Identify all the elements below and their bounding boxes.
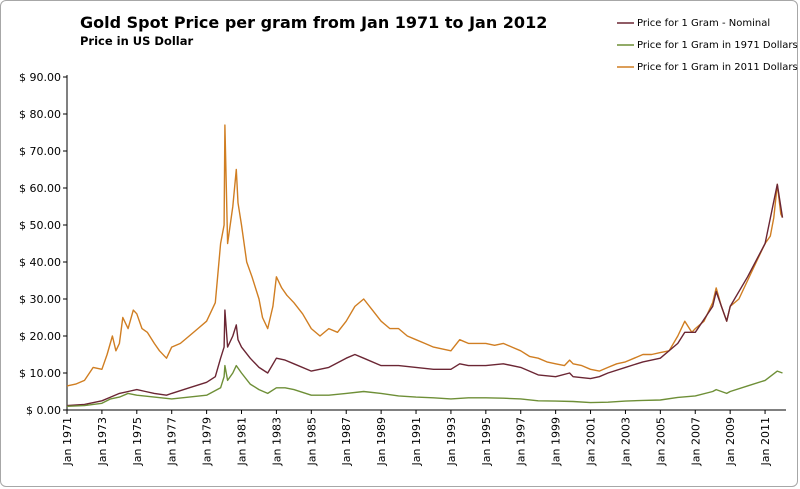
y-tick-label: $ 40.00 xyxy=(19,256,61,269)
y-tick-label: $ 50.00 xyxy=(19,219,61,232)
series-line-3 xyxy=(66,364,783,407)
y-tick-label: $ 20.00 xyxy=(19,330,61,343)
y-tick-label: $ 90.00 xyxy=(19,71,61,84)
x-tick-label: Jan 1983 xyxy=(270,417,283,466)
legend-label: Price for 1 Gram in 2011 Dollars xyxy=(637,62,798,73)
legend: Price for 1 Gram - Nominal Price for 1 Gr… xyxy=(617,18,798,73)
y-tick-label: $ 60.00 xyxy=(19,182,61,195)
x-tick-label: Jan 1977 xyxy=(166,417,179,466)
chart-subtitle: Price in US Dollar xyxy=(80,34,194,48)
x-tick-label: Jan 1987 xyxy=(340,417,353,466)
y-tick-label: $ 30.00 xyxy=(19,293,61,306)
y-tick-label: $ 70.00 xyxy=(19,145,61,158)
legend-label: Price for 1 Gram - Nominal xyxy=(637,18,770,29)
x-tick-label: Jan 1991 xyxy=(410,417,423,466)
x-tick-label: Jan 2007 xyxy=(689,417,702,466)
x-tick-label: Jan 2005 xyxy=(654,417,667,466)
x-tick-label: Jan 2003 xyxy=(619,417,632,466)
y-tick-label: $ 0.00 xyxy=(26,404,61,417)
x-tick-label: Jan 1979 xyxy=(201,417,214,466)
x-tick-label: Jan 2009 xyxy=(724,417,737,466)
x-tick-label: Jan 1985 xyxy=(305,417,318,466)
y-tick-label: $ 80.00 xyxy=(19,108,61,121)
x-tick-label: Jan 1971 xyxy=(61,417,74,466)
x-tick-label: Jan 1973 xyxy=(96,417,109,466)
x-tick-label: Jan 1989 xyxy=(375,417,388,466)
axes: $ 0.00 $ 10.00 $ 20.00 $ 30.00 $ 40.00 $ 50.0… xyxy=(19,71,786,466)
x-tick-label: Jan 1997 xyxy=(515,417,528,466)
legend-label: Price for 1 Gram in 1971 Dollars xyxy=(637,40,798,51)
x-tick-label: Jan 1981 xyxy=(236,417,249,466)
series-line-1 xyxy=(66,124,784,387)
x-tick-label: Jan 1995 xyxy=(480,417,493,466)
y-tick-label: $ 10.00 xyxy=(19,367,61,380)
x-tick-label: Jan 1993 xyxy=(445,417,458,466)
chart-title: Gold Spot Price per gram from Jan 1971 t… xyxy=(80,13,547,32)
x-tick-label: Jan 1975 xyxy=(131,417,144,466)
x-tick-label: Jan 2011 xyxy=(759,417,772,466)
x-tick-label: Jan 1999 xyxy=(550,417,563,466)
plot-series xyxy=(66,124,784,407)
x-tick-label: Jan 2001 xyxy=(585,417,598,466)
series-line-2 xyxy=(66,183,784,407)
